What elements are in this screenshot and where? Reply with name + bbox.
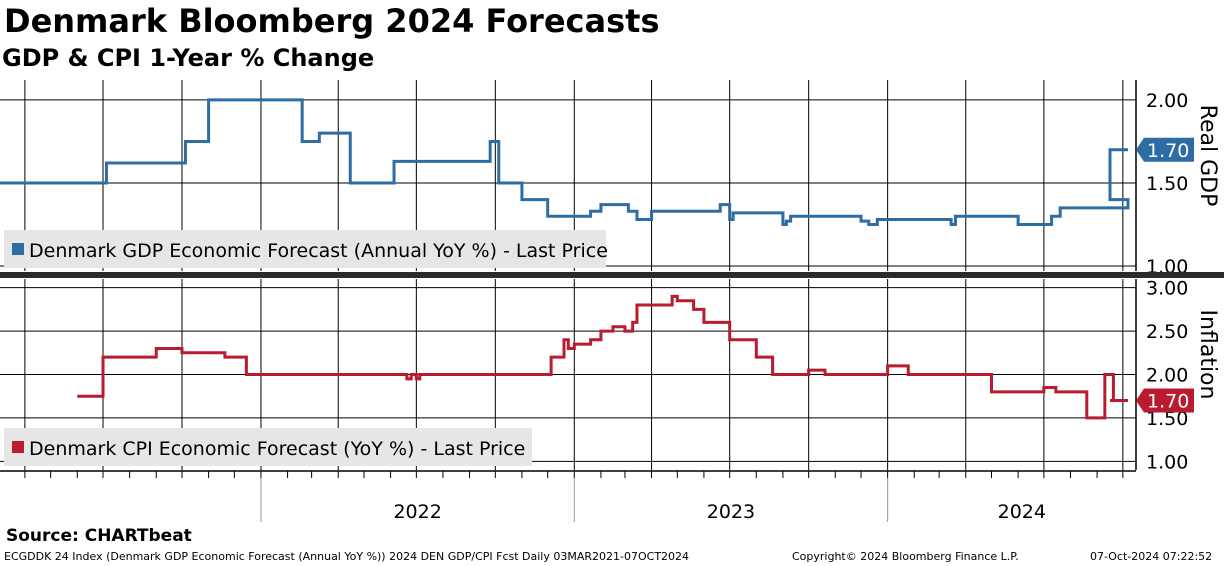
- x-tick-label: 2022: [393, 501, 441, 523]
- ticker-info: ECGDDK 24 Index (Denmark GDP Economic Fo…: [4, 550, 690, 563]
- legend-swatch: [12, 441, 24, 453]
- y-tick-label: 3.00: [1146, 278, 1188, 300]
- y-tick-label: 1.50: [1146, 408, 1188, 430]
- legend-label: Denmark GDP Economic Forecast (Annual Yo…: [29, 240, 608, 262]
- y-tick-label: 2.00: [1146, 365, 1188, 387]
- chart-subtitle: GDP & CPI 1-Year % Change: [2, 44, 375, 72]
- y-tick-label: 2.50: [1146, 321, 1188, 343]
- source-note: Source: CHARTbeat: [6, 526, 192, 546]
- y-axis-label: Inflation: [1195, 310, 1220, 400]
- data-series-line: [77, 294, 1128, 420]
- last-value-label: 1.70: [1147, 140, 1189, 162]
- legend-box: [4, 230, 606, 268]
- last-value-tag: [1136, 137, 1194, 162]
- data-series-line: [0, 98, 1130, 226]
- panel-separator: [0, 272, 1224, 278]
- x-tick-label: 2023: [707, 501, 755, 523]
- x-tick-label: 2024: [998, 501, 1046, 523]
- legend-swatch: [12, 243, 24, 255]
- timestamp: 07-Oct-2024 07:22:52: [1090, 550, 1213, 563]
- legend-box: [4, 428, 532, 466]
- y-tick-label: 1.50: [1146, 173, 1188, 195]
- y-axis-label: Real GDP: [1195, 105, 1220, 207]
- last-value-label: 1.70: [1147, 391, 1189, 413]
- last-value-tag: [1136, 388, 1194, 413]
- chart-area: 2.00 1.50 1.00 Real GDP 1.70 Denmark GDP Econ…: [0, 80, 1224, 523]
- copyright: Copyright© 2024 Bloomberg Finance L.P.: [792, 550, 1019, 563]
- chart-title: Denmark Bloomberg 2024 Forecasts: [4, 2, 660, 40]
- y-tick-label: 1.00: [1146, 451, 1188, 473]
- y-tick-label: 2.00: [1146, 90, 1188, 112]
- legend-label: Denmark CPI Economic Forecast (YoY %) - …: [29, 438, 525, 460]
